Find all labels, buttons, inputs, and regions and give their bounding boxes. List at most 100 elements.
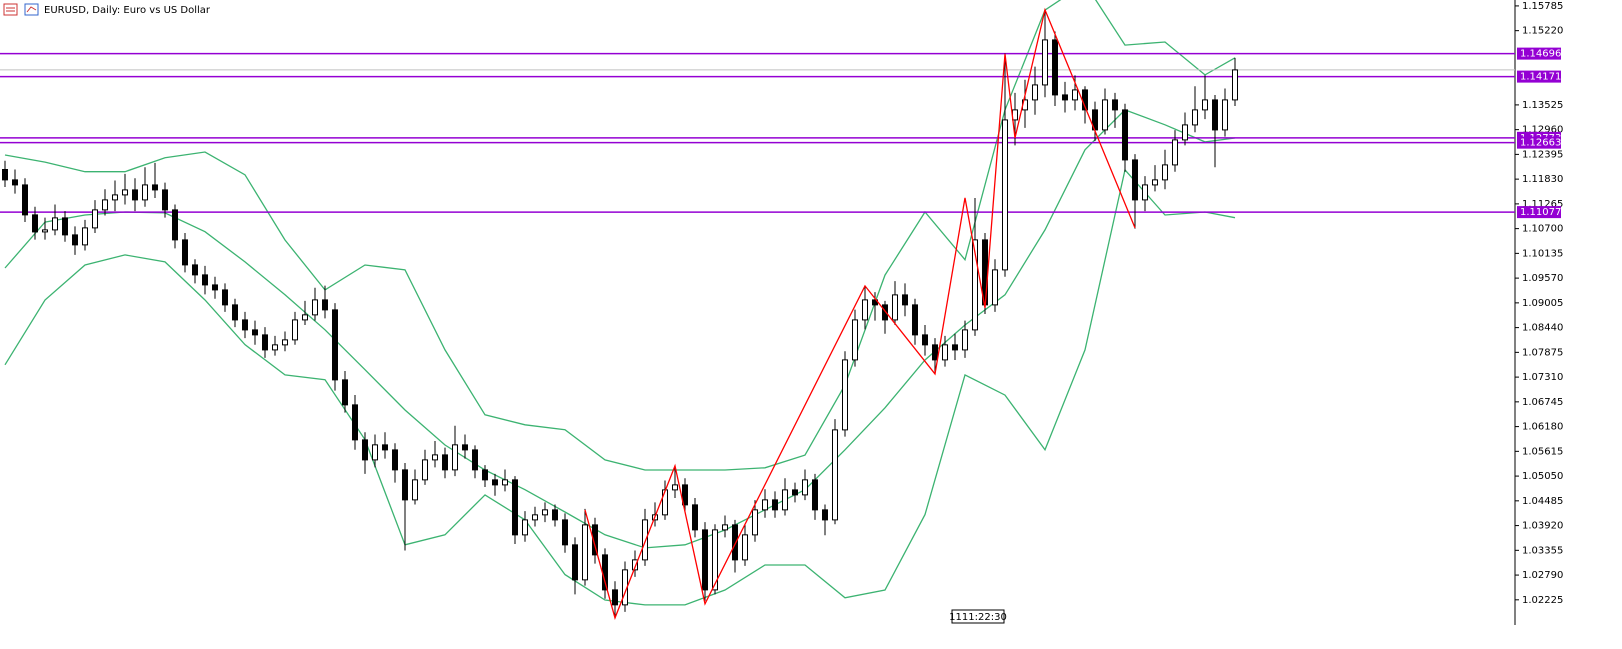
candle-body <box>402 469 408 501</box>
candle-body <box>272 344 278 351</box>
candle-body <box>642 519 648 561</box>
candle-body <box>332 309 338 381</box>
candle-body <box>302 314 308 321</box>
y-tick-label: 1.03920 <box>1522 521 1563 532</box>
candle-body <box>222 289 228 306</box>
y-tick-label: 1.15220 <box>1522 26 1563 37</box>
y-tick-label: 1.06745 <box>1522 397 1563 408</box>
candle-body <box>62 217 68 236</box>
candle-body <box>1152 179 1158 186</box>
candle-body <box>842 359 848 431</box>
candle-body <box>52 217 58 231</box>
level-label: 1.12663 <box>1520 138 1561 149</box>
y-tick-label: 1.05050 <box>1522 471 1563 482</box>
candle-body <box>1182 124 1188 141</box>
candle-body <box>732 524 738 561</box>
candle-body <box>32 214 38 233</box>
candle-body <box>312 299 318 316</box>
candle-body <box>552 509 558 521</box>
candle-body <box>992 269 998 306</box>
candle-body <box>892 294 898 321</box>
candle-body <box>582 524 588 581</box>
icon <box>26 6 37 13</box>
candle-body <box>752 509 758 536</box>
candle-body <box>412 479 418 501</box>
candle-body <box>942 344 948 361</box>
icon <box>24 3 39 16</box>
candle-body <box>212 284 218 291</box>
candle-body <box>672 484 678 491</box>
candle-body <box>232 304 238 321</box>
candle-body <box>612 589 618 606</box>
candle-body <box>722 524 728 531</box>
candle-body <box>972 239 978 331</box>
y-tick-label: 1.08440 <box>1522 323 1563 334</box>
zigzag <box>584 7 1136 620</box>
candle-body <box>962 329 968 351</box>
candle-body <box>432 454 438 461</box>
y-tick-label: 1.11265 <box>1522 199 1563 210</box>
candle-body <box>112 194 118 201</box>
candle-body <box>442 454 448 471</box>
candle-body <box>832 429 838 521</box>
candle-body <box>132 189 138 201</box>
candle-body <box>502 479 508 486</box>
candle-body <box>882 304 888 321</box>
y-tick-label: 1.09005 <box>1522 298 1563 309</box>
y-tick-label: 1.02790 <box>1522 570 1563 581</box>
candle-body <box>742 534 748 561</box>
candle-body <box>712 529 718 591</box>
candle-body <box>692 504 698 531</box>
candle-body <box>802 479 808 496</box>
candle-body <box>1132 159 1138 201</box>
candle-body <box>782 489 788 511</box>
candle-body <box>352 404 358 441</box>
time-label-box <box>951 609 1005 624</box>
candle-body <box>72 234 78 246</box>
candle-body <box>292 319 298 341</box>
candle-body <box>632 559 638 571</box>
candle-body <box>662 489 668 516</box>
y-tick-label: 1.13525 <box>1522 100 1563 111</box>
y-tick-label: 1.09570 <box>1522 273 1563 284</box>
candle-body <box>462 444 468 451</box>
candle-body <box>512 479 518 536</box>
candle-body <box>772 499 778 511</box>
candle-body <box>252 329 258 336</box>
time-label: 1111:22:30 <box>949 612 1007 623</box>
candle-body <box>1212 99 1218 131</box>
y-tick-label: 1.02225 <box>1522 595 1563 606</box>
candle-body <box>22 184 28 216</box>
candle-body <box>322 299 328 311</box>
candle-body <box>952 344 958 351</box>
candle-body <box>1052 39 1058 96</box>
candle-body <box>1162 164 1168 181</box>
candle-body <box>372 444 378 461</box>
y-tick-label: 1.10135 <box>1522 248 1563 259</box>
candle-body <box>862 299 868 321</box>
level-label: 1.14171 <box>1520 72 1561 83</box>
y-tick-label: 1.07310 <box>1522 372 1563 383</box>
y-tick-label: 1.07875 <box>1522 347 1563 358</box>
candle-body <box>1192 109 1198 126</box>
level-label: 1.11077 <box>1520 207 1561 218</box>
candle-body <box>172 209 178 241</box>
candle-body <box>282 339 288 346</box>
candle-body <box>12 179 18 186</box>
candle-body <box>852 319 858 361</box>
candle-body <box>342 379 348 406</box>
candle-body <box>382 444 388 451</box>
candle-body <box>92 209 98 229</box>
candle-body <box>1172 139 1178 166</box>
chart-title: EURUSD, Daily: Euro vs US Dollar <box>44 5 211 16</box>
candle-body <box>182 239 188 266</box>
candle-body <box>422 459 428 481</box>
candle-body <box>1222 99 1228 131</box>
candle-body <box>242 319 248 331</box>
candle-body <box>762 499 768 511</box>
y-tick-label: 1.04485 <box>1522 496 1563 507</box>
candle-body <box>792 489 798 496</box>
y-tick-label: 1.11830 <box>1522 174 1563 185</box>
